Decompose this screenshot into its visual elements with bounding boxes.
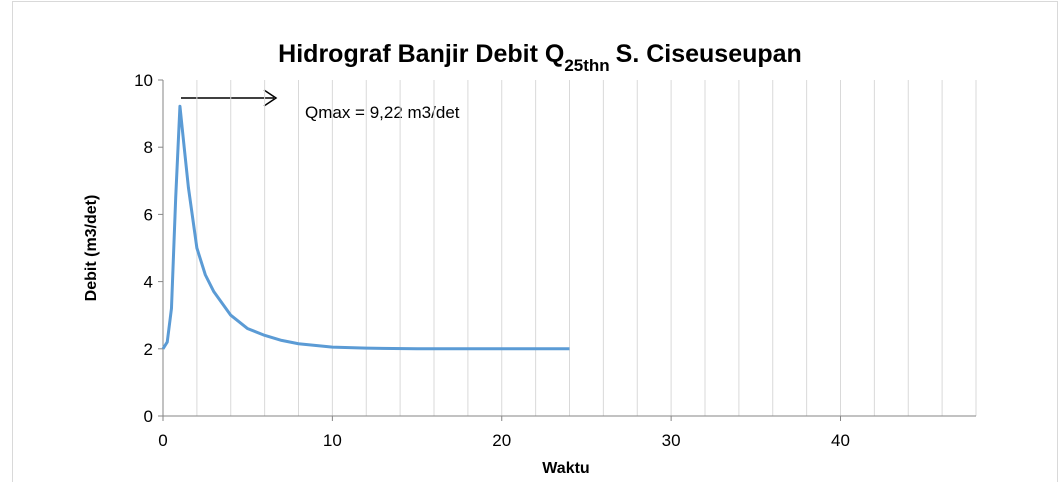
chart-title: Hidrograf Banjir Debit Q25thn S. Ciseuseu… — [278, 40, 802, 75]
y-tick-label: 4 — [144, 273, 153, 292]
x-tick-label: 40 — [831, 431, 850, 450]
y-tick-label: 10 — [134, 71, 153, 90]
title-main: Hidrograf Banjir Debit Q — [278, 40, 564, 68]
y-tick-label: 8 — [144, 138, 153, 157]
x-tick-label: 10 — [323, 431, 342, 450]
x-tick-label: 30 — [662, 431, 681, 450]
x-tick-label: 0 — [158, 431, 167, 450]
y-tick-label: 0 — [144, 407, 153, 426]
x-tick-label: 20 — [492, 431, 511, 450]
title-subscript: 25thn — [564, 56, 609, 75]
y-tick-label: 2 — [144, 340, 153, 359]
chart-frame — [12, 1, 1058, 482]
y-tick-label: 6 — [144, 205, 153, 224]
line-series — [161, 104, 570, 351]
annotation: Qmax = 9,22 m3/det — [305, 103, 460, 122]
x-axis-title: Waktu — [542, 460, 589, 477]
title-rest: S. Ciseuseupan — [616, 40, 802, 68]
annotation-arrowhead — [263, 89, 278, 107]
y-axis-title: Debit (m3/det) — [83, 195, 100, 302]
